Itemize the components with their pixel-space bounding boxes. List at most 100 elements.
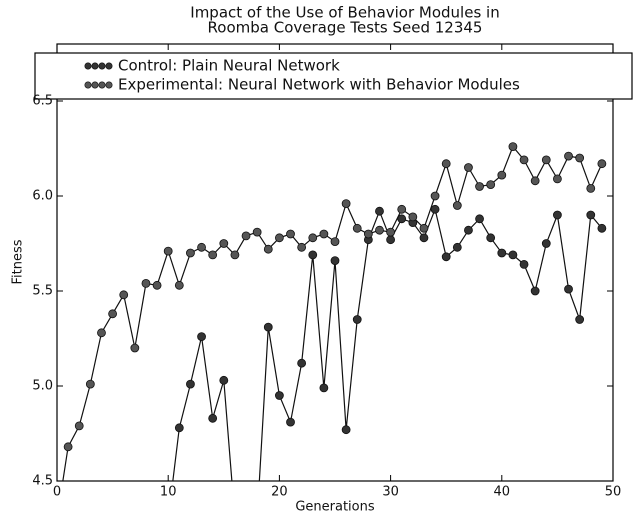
data-point [419, 223, 429, 233]
data-point [386, 227, 396, 237]
x-tick-label: 50 [605, 485, 622, 500]
data-point [219, 239, 229, 248]
data-point [486, 233, 496, 243]
data-point [141, 278, 151, 288]
data-point [430, 191, 440, 201]
data-point [375, 206, 384, 216]
data-point [397, 204, 407, 214]
data-point [330, 256, 340, 266]
data-point [108, 309, 117, 319]
data-point [553, 174, 562, 184]
legend-marker [84, 62, 92, 70]
data-point [74, 421, 84, 431]
data-point [475, 182, 484, 191]
data-point [486, 180, 496, 190]
legend-label: Experimental: Neural Network with Behavi… [118, 76, 520, 94]
data-point [363, 229, 373, 239]
legend-marker [105, 62, 113, 70]
data-point [163, 246, 173, 256]
data-point [497, 248, 507, 258]
legend-label: Control: Plain Neural Network [118, 57, 340, 75]
data-point [475, 214, 484, 224]
data-point [130, 343, 140, 353]
legend: Control: Plain Neural NetworkExperimenta… [34, 52, 633, 100]
data-point [519, 155, 529, 165]
data-point [341, 425, 351, 435]
data-point [508, 142, 518, 152]
plot-frame [56, 43, 614, 482]
data-point [553, 210, 562, 220]
data-point [208, 250, 218, 260]
data-point [152, 280, 162, 290]
legend-marker [91, 62, 99, 70]
data-point [119, 290, 129, 300]
data-point [208, 413, 218, 423]
data-point [197, 332, 206, 342]
data-point [352, 315, 362, 324]
data-point [97, 328, 106, 338]
data-point [230, 250, 240, 260]
data-point [274, 233, 284, 243]
data-point [308, 250, 318, 260]
data-point [85, 379, 95, 389]
data-point [597, 159, 607, 169]
legend-marker [84, 81, 92, 89]
data-point [464, 163, 473, 172]
data-point [564, 284, 573, 294]
data-point [231, 515, 239, 523]
data-point [319, 229, 329, 239]
data-point [341, 199, 351, 209]
data-point [197, 242, 206, 252]
data-point [375, 225, 384, 235]
data-point [464, 225, 473, 235]
data-point [274, 391, 284, 400]
data-point [241, 231, 251, 241]
legend-marker [91, 81, 99, 89]
x-axis-label: Generations [295, 500, 375, 515]
data-point [530, 176, 540, 186]
data-point [263, 322, 273, 332]
data-point [308, 233, 318, 243]
y-tick-label: 5.0 [32, 379, 53, 394]
y-tick-label: 6.0 [32, 189, 53, 204]
y-tick-label: 5.5 [32, 284, 53, 299]
data-point [186, 248, 195, 258]
data-point [508, 250, 518, 260]
data-point [541, 239, 551, 248]
data-point [441, 252, 451, 262]
data-point [164, 515, 172, 523]
x-tick-label: 30 [382, 485, 399, 500]
chart-title: Impact of the Use of Behavior Modules in [190, 4, 499, 22]
data-point [586, 183, 596, 193]
data-point [497, 170, 507, 180]
y-tick-label: 4.5 [32, 474, 53, 489]
x-tick-label: 40 [494, 485, 511, 500]
y-axis-label: Fitness [11, 239, 26, 284]
data-point [319, 383, 329, 393]
legend-marker [98, 81, 106, 89]
y-tick-label: 6.5 [32, 94, 53, 109]
data-point [530, 286, 540, 296]
data-point [286, 229, 295, 239]
data-point [63, 442, 73, 452]
series-line [172, 207, 603, 481]
data-point [408, 212, 418, 222]
data-point [330, 237, 340, 247]
legend-marker [98, 62, 106, 70]
data-point [352, 223, 362, 233]
data-point [263, 244, 273, 254]
plot-area [53, 142, 607, 523]
data-point [452, 201, 462, 210]
data-point [53, 515, 61, 523]
data-point [575, 315, 585, 324]
data-point [564, 151, 573, 161]
data-point [297, 358, 307, 368]
data-point [441, 159, 451, 169]
chart-title: Roomba Coverage Tests Seed 12345 [208, 19, 483, 37]
data-point [386, 235, 396, 245]
data-point [286, 417, 295, 427]
data-point [174, 423, 184, 433]
data-point [297, 242, 307, 252]
data-point [186, 379, 195, 389]
